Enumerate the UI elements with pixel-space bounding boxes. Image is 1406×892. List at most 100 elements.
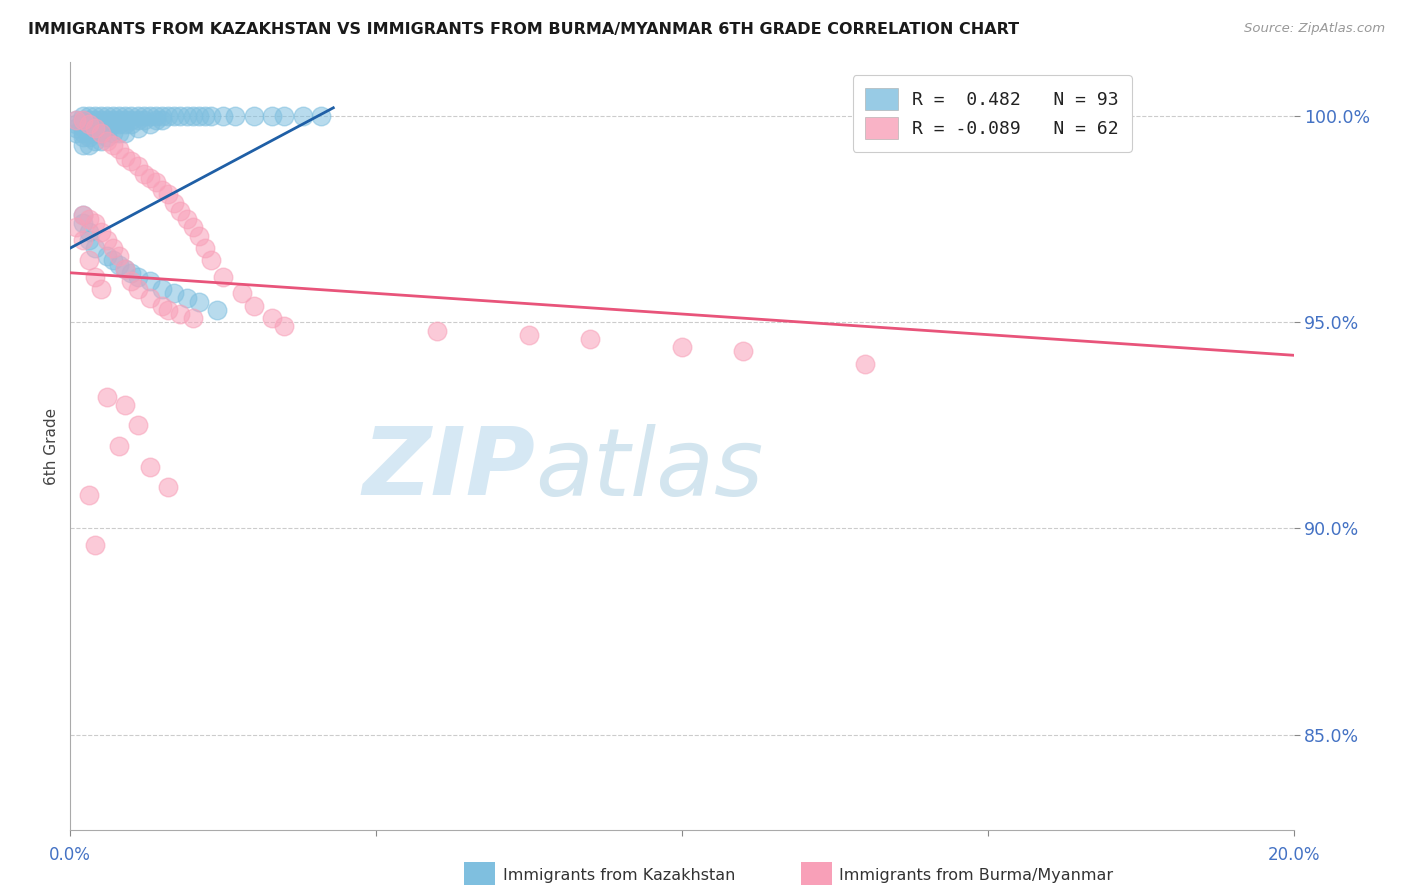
Point bbox=[187, 294, 209, 309]
Point bbox=[262, 109, 284, 123]
Point bbox=[90, 126, 112, 140]
Point bbox=[114, 261, 136, 276]
Point bbox=[77, 113, 100, 128]
Point bbox=[579, 332, 602, 346]
Point bbox=[72, 117, 94, 131]
Point bbox=[309, 109, 332, 123]
Point bbox=[72, 126, 94, 140]
Point bbox=[121, 266, 143, 280]
Point bbox=[90, 109, 112, 123]
Point bbox=[139, 117, 162, 131]
Point bbox=[90, 117, 112, 131]
Point bbox=[139, 170, 162, 185]
Point bbox=[72, 233, 94, 247]
Point bbox=[96, 117, 118, 131]
Point bbox=[65, 121, 87, 136]
Point bbox=[108, 249, 131, 263]
Point bbox=[72, 121, 94, 136]
Point bbox=[273, 109, 295, 123]
Point bbox=[200, 109, 222, 123]
Point bbox=[101, 113, 124, 128]
Point bbox=[127, 121, 149, 136]
Point bbox=[96, 109, 118, 123]
Point bbox=[200, 253, 222, 268]
Text: IMMIGRANTS FROM KAZAKHSTAN VS IMMIGRANTS FROM BURMA/MYANMAR 6TH GRADE CORRELATIO: IMMIGRANTS FROM KAZAKHSTAN VS IMMIGRANTS… bbox=[28, 22, 1019, 37]
Text: atlas: atlas bbox=[536, 424, 763, 515]
Point bbox=[96, 134, 118, 148]
Point bbox=[65, 113, 87, 128]
Point bbox=[139, 291, 162, 305]
Point bbox=[65, 117, 87, 131]
Point bbox=[90, 134, 112, 148]
Point bbox=[163, 195, 186, 210]
Point bbox=[145, 109, 167, 123]
Point bbox=[132, 109, 155, 123]
Point bbox=[77, 117, 100, 131]
Point bbox=[187, 109, 209, 123]
Point bbox=[77, 233, 100, 247]
Point bbox=[72, 109, 94, 123]
Point bbox=[150, 113, 173, 128]
Point bbox=[83, 126, 105, 140]
Point bbox=[157, 187, 180, 202]
Text: Immigrants from Kazakhstan: Immigrants from Kazakhstan bbox=[503, 869, 735, 883]
Point bbox=[121, 274, 143, 288]
Point bbox=[121, 154, 143, 169]
Point bbox=[205, 302, 228, 317]
Point bbox=[108, 142, 131, 156]
Point bbox=[855, 357, 877, 371]
Point bbox=[273, 319, 295, 334]
Point bbox=[65, 113, 87, 128]
Point bbox=[139, 459, 162, 474]
Point bbox=[72, 216, 94, 230]
Point bbox=[96, 113, 118, 128]
Text: 20.0%: 20.0% bbox=[1267, 847, 1320, 864]
Point bbox=[114, 126, 136, 140]
Point bbox=[157, 302, 180, 317]
Point bbox=[127, 282, 149, 296]
Point bbox=[127, 269, 149, 284]
Point bbox=[262, 311, 284, 326]
Point bbox=[114, 117, 136, 131]
Point bbox=[150, 109, 173, 123]
Text: ZIP: ZIP bbox=[363, 423, 536, 515]
Point bbox=[108, 439, 131, 453]
Point bbox=[77, 225, 100, 239]
Point bbox=[150, 282, 173, 296]
Point bbox=[90, 113, 112, 128]
Point bbox=[176, 109, 198, 123]
Text: 0.0%: 0.0% bbox=[49, 847, 91, 864]
Point bbox=[194, 109, 217, 123]
Point bbox=[194, 241, 217, 255]
Text: Immigrants from Burma/Myanmar: Immigrants from Burma/Myanmar bbox=[839, 869, 1114, 883]
Point bbox=[108, 126, 131, 140]
Point bbox=[176, 291, 198, 305]
Point bbox=[114, 398, 136, 412]
Point bbox=[176, 212, 198, 227]
Text: Source: ZipAtlas.com: Source: ZipAtlas.com bbox=[1244, 22, 1385, 36]
Point bbox=[90, 225, 112, 239]
Point bbox=[157, 480, 180, 494]
Point bbox=[127, 109, 149, 123]
Point bbox=[83, 121, 105, 136]
Point bbox=[77, 488, 100, 502]
Point bbox=[83, 538, 105, 552]
Point bbox=[108, 113, 131, 128]
Point bbox=[96, 390, 118, 404]
Point bbox=[101, 109, 124, 123]
Point bbox=[426, 324, 449, 338]
Point bbox=[108, 258, 131, 272]
Point bbox=[65, 220, 87, 235]
Point bbox=[132, 113, 155, 128]
Point bbox=[212, 109, 235, 123]
Point bbox=[77, 121, 100, 136]
Point bbox=[77, 212, 100, 227]
Point bbox=[114, 109, 136, 123]
Legend: R =  0.482   N = 93, R = -0.089   N = 62: R = 0.482 N = 93, R = -0.089 N = 62 bbox=[853, 75, 1132, 152]
Point bbox=[83, 117, 105, 131]
Point bbox=[83, 216, 105, 230]
Point bbox=[671, 340, 693, 354]
Point bbox=[132, 167, 155, 181]
Point bbox=[150, 299, 173, 313]
Point bbox=[169, 307, 191, 321]
